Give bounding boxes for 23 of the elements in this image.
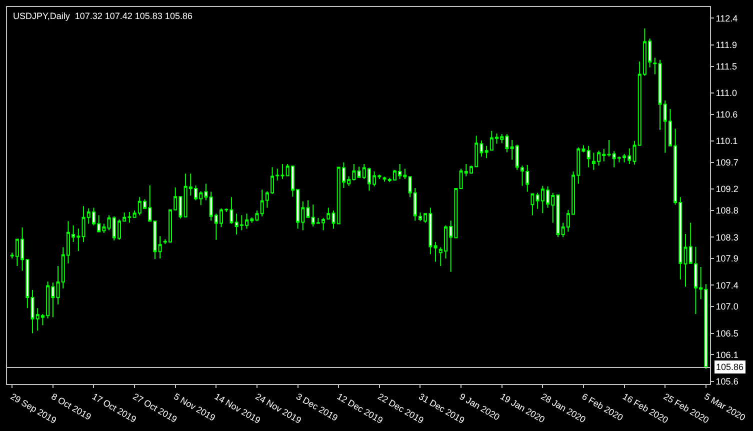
candlestick [653, 57, 657, 75]
y-tick-label: 109.7 [716, 158, 738, 168]
y-tick-label: 107.9 [716, 254, 738, 264]
candlestick [586, 145, 590, 168]
y-tick-label: 110.6 [716, 109, 738, 120]
y-tick-label: 105.6 [716, 376, 738, 386]
y-tick-label: 107.4 [716, 280, 738, 290]
y-tick-label: 106.1 [716, 350, 738, 360]
candlestick [434, 241, 438, 262]
y-tick-label: 111.0 [716, 88, 737, 98]
y-tick-label: 108.8 [716, 206, 738, 216]
candlestick [530, 192, 534, 216]
y-tick-label: 112.4 [716, 13, 738, 24]
text: USDJPY,Daily 107.32 107.42 105.83 105.86 [13, 11, 192, 21]
ref-line-label: 105.86 [716, 362, 744, 372]
y-tick-label: 109.2 [716, 184, 738, 194]
y-tick-label: 107.0 [716, 302, 738, 312]
candlestick [158, 236, 162, 260]
y-tick-label: 108.3 [716, 232, 738, 242]
y-tick-label: 106.5 [716, 328, 738, 338]
y-tick-label: 110.1 [716, 136, 738, 146]
y-tick-label: 111.5 [716, 61, 737, 72]
y-tick-label: 111.9 [716, 40, 737, 50]
